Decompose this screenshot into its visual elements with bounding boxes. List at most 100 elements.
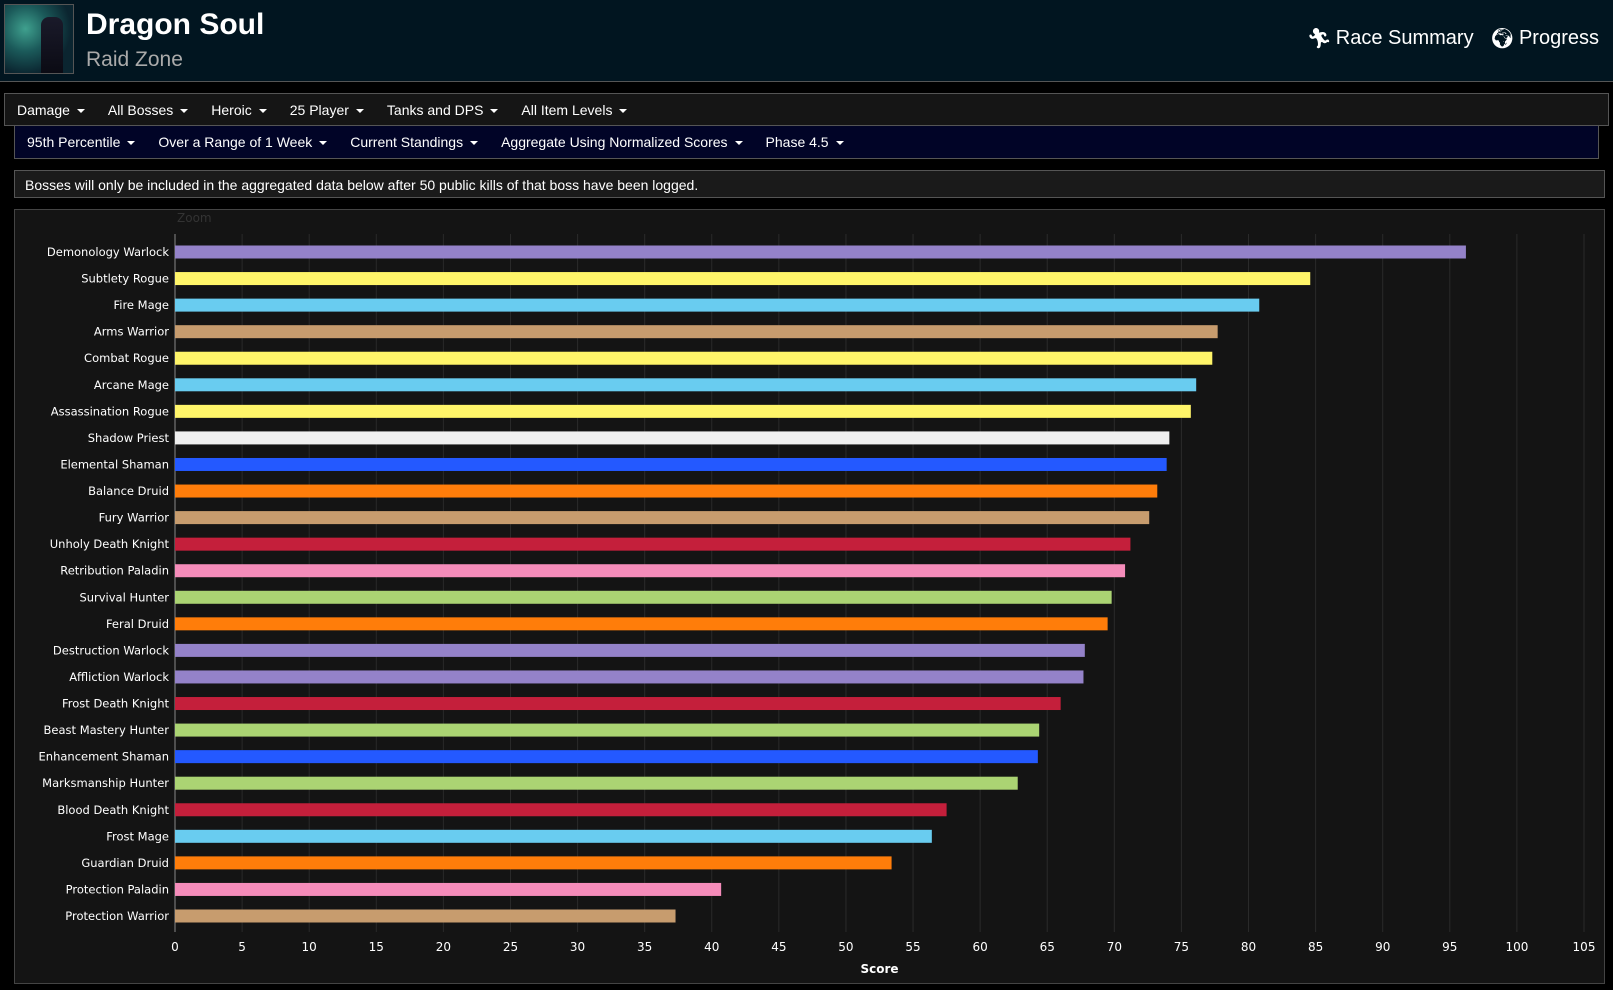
bar [175,484,1158,498]
category-label: Beast Mastery Hunter [44,723,170,737]
chart-panel: Zoom 0 5 10 15 20 25 30 35 40 45 50 55 60 65 70 75 80 85 90… [14,209,1605,984]
category-label: Marksmanship Hunter [42,776,169,790]
metric-dropdown[interactable]: Damage [17,102,85,118]
percentile-dropdown[interactable]: 95th Percentile [27,134,135,150]
bar [175,776,1018,790]
race-summary-link[interactable]: 🏃︎ Race Summary [1306,26,1473,51]
aggregate-dropdown[interactable]: Aggregate Using Normalized Scores [501,134,742,150]
bar [175,670,1084,684]
zoom-label: Zoom [177,211,212,225]
progress-label: Progress [1518,27,1599,49]
bar [175,723,1040,737]
x-tick-label: 100 [1505,940,1528,954]
category-label: Retribution Paladin [60,564,169,578]
category-label: Protection Warrior [65,909,169,923]
zone-image [4,4,74,74]
filter-bar-primary: Damage All Bosses Heroic 25 Player Tanks… [4,93,1609,126]
category-label: Protection Paladin [66,882,169,896]
bar [175,431,1170,445]
category-label: Elemental Shaman [60,457,169,471]
bar [175,404,1191,418]
bar [175,511,1150,525]
category-label: Fire Mage [113,298,169,312]
x-tick-label: 15 [369,940,384,954]
difficulty-dropdown[interactable]: Heroic [211,102,266,118]
category-label: Assassination Rogue [51,404,169,418]
bar-chart: Zoom 0 5 10 15 20 25 30 35 40 45 50 55 60 65 70 75 80 85 90… [39,211,1596,976]
bar [175,272,1311,286]
category-label: Feral Druid [106,617,169,631]
globe-icon: 🌍︎ [1489,28,1515,50]
bar [175,882,722,896]
x-tick-label: 10 [302,940,317,954]
progress-link[interactable]: 🌍︎ Progress [1490,26,1599,51]
x-tick-label: 65 [1040,940,1055,954]
x-tick-label: 50 [838,940,853,954]
page-header: Dragon Soul Raid Zone 🏃︎ Race Summary 🌍︎ P… [0,0,1613,82]
bar [175,643,1085,657]
category-label: Unholy Death Knight [50,537,170,551]
role-dropdown[interactable]: Tanks and DPS [387,102,499,118]
item-level-dropdown[interactable]: All Item Levels [521,102,627,118]
x-tick-label: 95 [1442,940,1457,954]
size-dropdown[interactable]: 25 Player [290,102,364,118]
x-tick-label: 70 [1107,940,1122,954]
x-tick-label: 90 [1375,940,1390,954]
category-label: Shadow Priest [88,431,170,445]
boss-dropdown[interactable]: All Bosses [108,102,188,118]
x-tick-label: 30 [570,940,585,954]
x-tick-label: 25 [503,940,518,954]
standings-dropdown[interactable]: Current Standings [350,134,478,150]
bar [175,750,1038,764]
category-label: Guardian Druid [81,856,169,870]
running-icon: 🏃︎ [1306,28,1332,50]
x-tick-label: 75 [1174,940,1189,954]
race-summary-label: Race Summary [1335,27,1474,49]
category-label: Affliction Warlock [69,670,169,684]
bar [175,298,1260,312]
phase-dropdown[interactable]: Phase 4.5 [766,134,844,150]
x-tick-label: 85 [1308,940,1323,954]
bar [175,245,1466,259]
category-label: Subtlety Rogue [81,272,169,286]
category-label: Demonology Warlock [47,245,169,259]
x-tick-label: 55 [905,940,920,954]
x-tick-label: 5 [238,940,246,954]
category-label: Combat Rogue [84,351,169,365]
bar [175,829,932,843]
range-dropdown[interactable]: Over a Range of 1 Week [158,134,327,150]
bar [175,378,1197,392]
category-label: Enhancement Shaman [39,750,169,764]
x-tick-label: 45 [771,940,786,954]
category-label: Frost Mage [106,829,169,843]
x-tick-label: 80 [1241,940,1256,954]
category-label: Blood Death Knight [57,803,169,817]
bar [175,909,676,923]
bar [175,537,1131,551]
category-label: Survival Hunter [79,590,169,604]
x-tick-label: 105 [1573,940,1596,954]
filter-bar-secondary: 95th Percentile Over a Range of 1 Week C… [14,126,1599,159]
category-label: Frost Death Knight [62,697,169,711]
x-tick-label: 40 [704,940,719,954]
bar [175,325,1218,339]
bar [175,803,947,817]
category-label: Destruction Warlock [53,643,169,657]
notice-banner: Bosses will only be included in the aggr… [14,170,1605,198]
x-tick-label: 0 [171,940,179,954]
category-label: Arms Warrior [94,325,169,339]
category-label: Balance Druid [88,484,169,498]
bar [175,697,1061,711]
page-subtitle: Raid Zone [86,48,183,71]
x-tick-label: 35 [637,940,652,954]
bar [175,590,1112,604]
bar [175,351,1213,365]
x-axis-title: Score [860,962,898,976]
bar [175,617,1108,631]
bar [175,564,1126,578]
bar [175,856,892,870]
x-tick-label: 20 [436,940,451,954]
category-label: Fury Warrior [99,511,170,525]
page-title: Dragon Soul [86,8,265,41]
bar [175,457,1167,471]
